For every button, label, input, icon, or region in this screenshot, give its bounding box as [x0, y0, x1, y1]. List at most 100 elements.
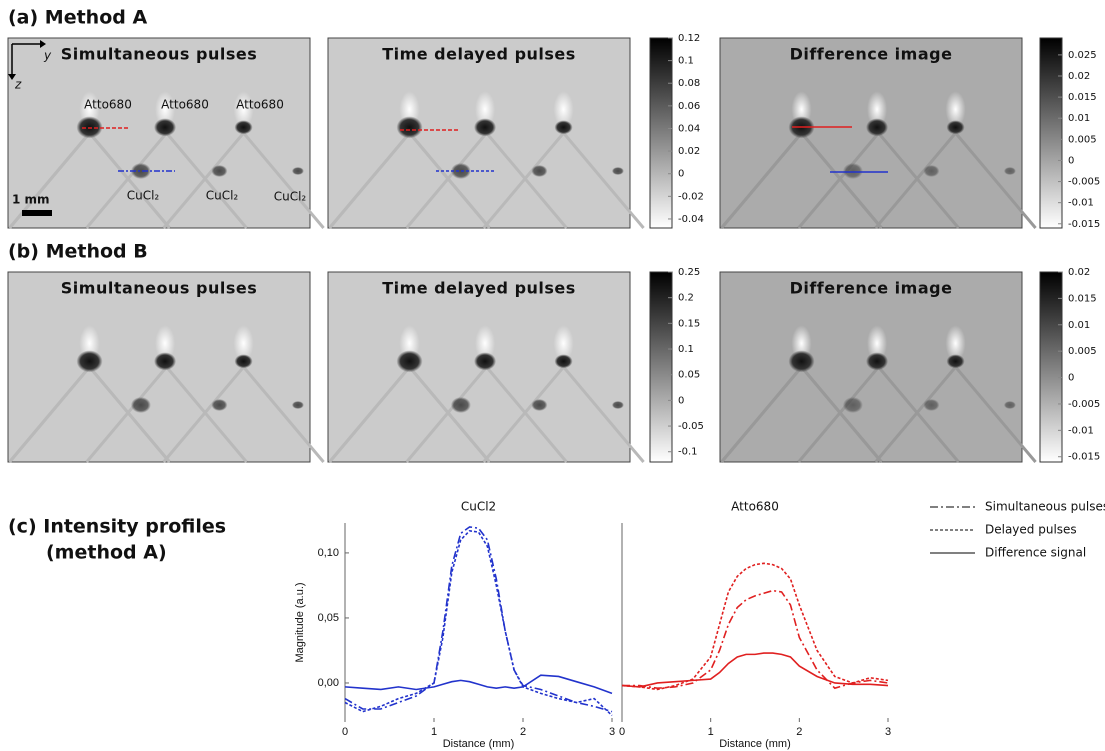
blob [923, 399, 940, 411]
image-title: Simultaneous pulses [61, 45, 257, 64]
colorbar-tick-label: 0.02 [1068, 267, 1090, 278]
profile-curve [621, 562, 889, 691]
highlight [553, 91, 574, 128]
x-axis-label: Distance (mm) [443, 738, 515, 750]
y-tick-label: 0,10 [318, 547, 339, 559]
colorbar-tick-label: 0.06 [678, 101, 700, 112]
colorbar-tick-label: 0.01 [1068, 320, 1090, 331]
image-title: Time delayed pulses [382, 279, 576, 298]
x-tick-label: 2 [796, 726, 802, 738]
chart-title: Atto680 [731, 500, 779, 514]
colorbar-tick-label: 0.015 [1068, 92, 1097, 103]
blob [450, 163, 471, 179]
colorbar-tick-label: -0.01 [1068, 198, 1094, 209]
profile-curve [344, 526, 613, 713]
highlight [553, 325, 574, 362]
highlight [945, 325, 966, 362]
x-tick-label: 2 [520, 726, 526, 738]
blob [946, 120, 965, 135]
highlight [233, 91, 254, 128]
colorbar-tick-label: -0.02 [678, 191, 704, 202]
blob [474, 118, 497, 137]
chart-title: CuCl2 [461, 500, 496, 514]
image-title: Difference image [790, 45, 953, 64]
blob [474, 352, 497, 371]
colorbar-tick-label: -0.05 [678, 421, 704, 432]
colorbar-tick-label: -0.01 [1068, 425, 1094, 436]
arrow-heads [8, 40, 46, 80]
colorbar-tick-label: 0 [678, 169, 684, 180]
profile-curve [344, 674, 613, 695]
blob [291, 401, 304, 409]
quencher-label: CuCl₂ [206, 189, 239, 203]
highlight [155, 91, 176, 128]
colorbar [649, 37, 673, 229]
blob [130, 397, 151, 413]
blob [396, 350, 423, 373]
colorbar-tick-label: 0.02 [1068, 71, 1090, 82]
x-axis-label: Distance (mm) [719, 738, 791, 750]
colorbar-tick-label: -0.005 [1068, 177, 1100, 188]
colorbar-tick-label: 0.12 [678, 33, 700, 44]
colorbar-tick-label: 0.15 [678, 318, 700, 329]
quencher-label: CuCl₂ [127, 189, 160, 203]
axis-label: y [43, 49, 52, 63]
colorbar-tick-label: 0.2 [678, 293, 694, 304]
blob [291, 167, 304, 175]
image-title: Time delayed pulses [382, 45, 576, 64]
highlight [867, 91, 888, 128]
panel-label: (method A) [46, 542, 167, 564]
blob [234, 354, 253, 369]
blob [946, 354, 965, 369]
blob [234, 120, 253, 135]
profile-curve [622, 589, 889, 690]
blob [211, 165, 228, 177]
panel-label: (a) Method A [8, 7, 147, 29]
colorbar-tick-label: 0 [1068, 373, 1074, 384]
colorbar-tick-label: -0.1 [678, 447, 698, 458]
blob [923, 165, 940, 177]
dye-label: Atto680 [84, 98, 132, 112]
blob [554, 354, 573, 369]
colorbar-tick-label: 0.005 [1068, 134, 1097, 145]
colorbar-tick-label: 0.05 [678, 370, 700, 381]
y-tick-label: 0,05 [318, 612, 339, 624]
legend-label: Difference signal [985, 546, 1086, 560]
panel-label: (c) Intensity profiles [8, 516, 226, 538]
colorbar [649, 271, 673, 463]
blob [154, 352, 177, 371]
panel-label: (b) Method B [8, 241, 148, 263]
blob [531, 399, 548, 411]
colorbar-tick-label: 0.025 [1068, 50, 1097, 61]
y-tick-label: 0,00 [318, 677, 339, 689]
colorbar [1039, 37, 1063, 229]
colorbar-tick-label: 0.1 [678, 56, 694, 67]
axis-arrows [11, 43, 40, 74]
scale-bar [22, 210, 52, 216]
image-title: Simultaneous pulses [61, 279, 257, 298]
blob [866, 352, 889, 371]
colorbar-tick-label: -0.005 [1068, 399, 1100, 410]
x-tick-label: 0 [342, 726, 348, 738]
axis-label: z [14, 78, 22, 92]
blob [130, 163, 151, 179]
x-tick-label: 3 [885, 726, 891, 738]
dye-label: Atto680 [236, 98, 284, 112]
quencher-label: CuCl₂ [274, 190, 307, 204]
highlight [233, 325, 254, 362]
blob [866, 118, 889, 137]
colorbar-tick-label: -0.04 [678, 214, 704, 225]
profile-curve [344, 529, 613, 717]
colorbar-tick-label: 0.1 [678, 344, 694, 355]
blob [1003, 401, 1016, 409]
highlight [155, 325, 176, 362]
colorbar [1039, 271, 1063, 463]
legend-label: Delayed pulses [985, 523, 1077, 537]
highlight [945, 91, 966, 128]
y-axis-label: Magnitude (a.u.) [294, 582, 306, 662]
colorbar-tick-label: -0.015 [1068, 219, 1100, 230]
colorbar-tick-label: 0.01 [1068, 113, 1090, 124]
colorbar-tick-label: 0.04 [678, 123, 700, 134]
blob [450, 397, 471, 413]
